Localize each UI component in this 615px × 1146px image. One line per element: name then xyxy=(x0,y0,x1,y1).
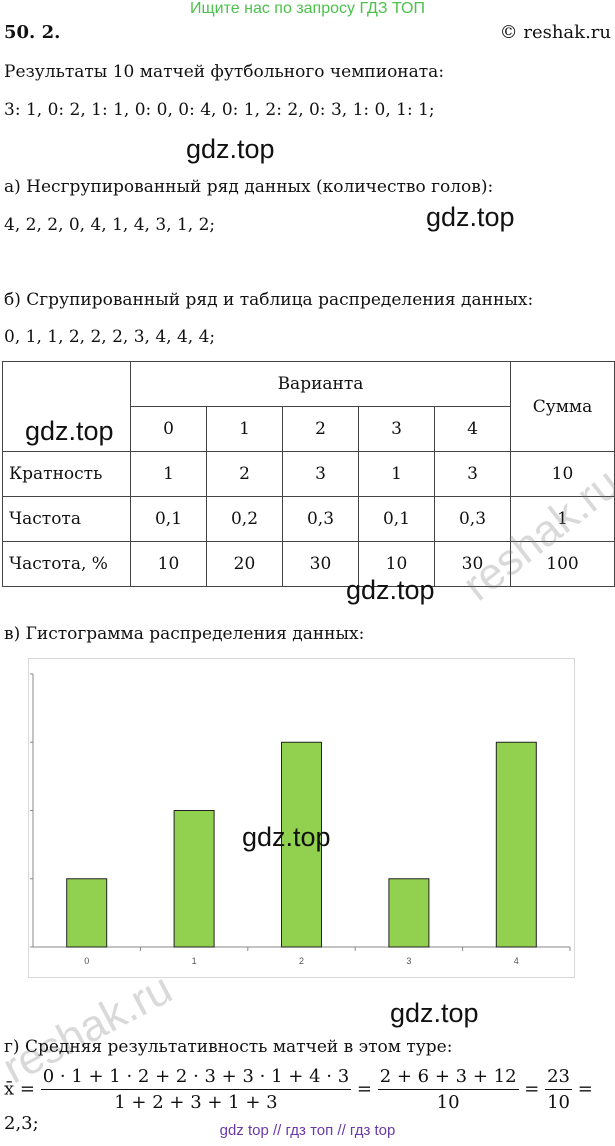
table-row-label: Кратность xyxy=(2,451,131,497)
x-tick-label: 1 xyxy=(192,956,197,966)
table-cell: 0,1 xyxy=(130,496,207,542)
histogram-chart: 0123401234 xyxy=(19,658,575,978)
histogram-bar xyxy=(495,741,537,948)
table-row-label: Частота, % xyxy=(2,541,131,587)
histogram-bar xyxy=(388,878,430,948)
formula-result: = 2,3; xyxy=(4,1078,593,1135)
watermark-text: gdz.top xyxy=(242,822,331,852)
table-sum-cell: 100 xyxy=(510,541,615,587)
table-corner-cell xyxy=(2,361,131,452)
table-header-sum: Сумма xyxy=(510,361,615,452)
part-a-series: 4, 2, 2, 0, 4, 1, 4, 3, 1, 2; xyxy=(4,215,216,235)
watermark-text: gdz.top xyxy=(25,416,114,446)
part-a-title: а) Несгрупированный ряд данных (количест… xyxy=(4,177,494,197)
footer-links[interactable]: gdz top // гдз топ // гдз top xyxy=(219,1122,396,1139)
table-cell: 0,2 xyxy=(206,496,283,542)
top-banner[interactable]: Ищите нас по запросу ГДЗ ТОП xyxy=(190,0,425,17)
formula-denominator: 10 xyxy=(436,1092,460,1113)
watermark-text: gdz.top xyxy=(346,575,435,605)
table-cell: 1 xyxy=(358,451,435,497)
part-v-title: в) Гистограмма распределения данных: xyxy=(4,624,365,644)
histogram-bar xyxy=(281,741,322,948)
part-b-series: 0, 1, 1, 2, 2, 2, 3, 4, 4, 4; xyxy=(4,327,216,347)
table-variant-cell: 4 xyxy=(434,406,511,452)
table-cell: 30 xyxy=(282,541,359,587)
formula-lhs: x̄ = xyxy=(4,1078,35,1100)
table-variant-cell: 3 xyxy=(358,406,435,452)
scores-list: 3: 1, 0: 2, 1: 1, 0: 0, 0: 4, 0: 1, 2: 2… xyxy=(4,100,435,120)
table-cell: 10 xyxy=(358,541,435,587)
formula-denominator: 1 + 2 + 3 + 1 + 3 xyxy=(114,1092,278,1113)
histogram-bar xyxy=(173,810,215,948)
task-number: 50. 2. xyxy=(4,22,61,43)
table-cell: 30 xyxy=(434,541,511,587)
formula-denominator: 10 xyxy=(547,1092,570,1113)
table-header-variant: Варианта xyxy=(130,361,511,407)
table-row: Кратность 1 2 3 1 3 10 xyxy=(2,451,615,497)
table-row-label: Частота xyxy=(2,496,131,542)
table-variant-cell: 1 xyxy=(206,406,283,452)
part-g-title: г) Средняя результативность матчей в это… xyxy=(4,1037,453,1057)
table-cell: 3 xyxy=(434,451,511,497)
formula-fraction: 23 10 xyxy=(545,1066,572,1113)
watermark-text: gdz.top xyxy=(426,202,515,232)
formula-numerator: 23 xyxy=(545,1066,572,1090)
table-row: Частота 0,1 0,2 0,3 0,1 0,3 1 xyxy=(2,496,615,542)
table-cell: 1 xyxy=(130,451,207,497)
x-tick-label: 0 xyxy=(84,956,89,966)
watermark-text: gdz.top xyxy=(390,998,479,1028)
table-sum-cell: 10 xyxy=(510,451,615,497)
table-cell: 3 xyxy=(282,451,359,497)
histogram-svg: 0123401234 xyxy=(19,669,571,966)
table-cell: 20 xyxy=(206,541,283,587)
formula-fraction: 0 · 1 + 1 · 2 + 2 · 3 + 3 · 1 + 4 · 3 1 … xyxy=(40,1066,352,1113)
copyright-label: © reshak.ru xyxy=(499,22,611,43)
x-tick-label: 3 xyxy=(406,956,411,966)
formula-numerator: 2 + 6 + 3 + 12 xyxy=(377,1066,519,1090)
distribution-table: Варианта Сумма 0 1 2 3 4 Кратность 1 2 3… xyxy=(2,361,615,587)
table-cell: 0,3 xyxy=(434,496,511,542)
table-cell: 2 xyxy=(206,451,283,497)
table-cell: 0,1 xyxy=(358,496,435,542)
x-tick-label: 4 xyxy=(514,956,519,966)
part-b-title: б) Сгрупированный ряд и таблица распреде… xyxy=(4,290,534,310)
table-row: Частота, % 10 20 30 10 30 100 xyxy=(2,541,615,587)
table-cell: 0,3 xyxy=(282,496,359,542)
mean-formula: x̄ = 0 · 1 + 1 · 2 + 2 · 3 + 3 · 1 + 4 ·… xyxy=(4,1066,593,1135)
table-variant-cell: 2 xyxy=(282,406,359,452)
x-tick-label: 2 xyxy=(299,956,304,966)
histogram-bar xyxy=(66,878,108,948)
intro-text: Результаты 10 матчей футбольного чемпион… xyxy=(4,62,445,82)
formula-fraction: 2 + 6 + 3 + 12 10 xyxy=(377,1066,519,1113)
table-cell: 10 xyxy=(130,541,207,587)
watermark-text: gdz.top xyxy=(186,134,275,164)
table-variant-cell: 0 xyxy=(130,406,207,452)
formula-numerator: 0 · 1 + 1 · 2 + 2 · 3 + 3 · 1 + 4 · 3 xyxy=(40,1066,352,1090)
